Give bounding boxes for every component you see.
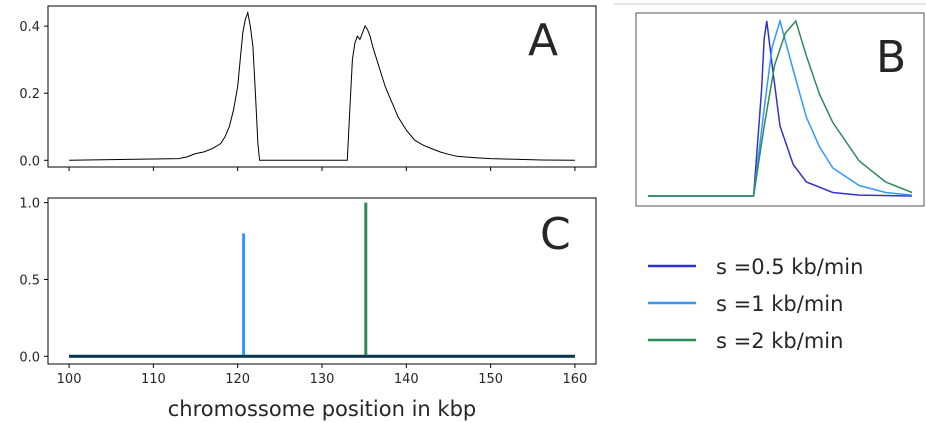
legend-label: s =2 kb/min — [716, 329, 843, 353]
panel-a-y-tick-label: 0.2 — [19, 87, 40, 102]
panel-a-y-ticks: 0.0 0.2 0.4 — [19, 20, 48, 169]
panel-a-series-line — [69, 10, 575, 161]
panel-letter-b: B — [876, 32, 906, 83]
panel-c-series — [69, 202, 575, 358]
panel-c-x-tick-label: 140 — [394, 372, 419, 387]
panel-c: 0.0 0.5 1.0 100 110 120 130 140 150 160 C chromo… — [19, 197, 597, 421]
x-axis-label: chromossome position in kbp — [168, 397, 476, 421]
panel-c-y-tick-label: 1.0 — [19, 197, 40, 212]
panel-c-x-tick-label: 160 — [563, 372, 588, 387]
panel-c-x-tick-label: 150 — [478, 372, 503, 387]
panel-letter-c: C — [540, 209, 571, 260]
panel-c-y-tick-label: 0.0 — [19, 350, 40, 365]
panel-c-x-ticks: 100 110 120 130 140 150 160 — [57, 364, 588, 387]
panel-c-x-tick-label: 120 — [225, 372, 250, 387]
panel-a: 0.0 0.2 0.4 A — [19, 5, 597, 171]
panel-b-series-line-3 — [648, 19, 913, 197]
legend-label: s =0.5 kb/min — [716, 255, 863, 279]
panel-a-x-ticks — [68, 167, 576, 171]
panel-b-series-line-1 — [648, 20, 913, 197]
panel-c-x-tick-label: 110 — [141, 372, 166, 387]
panel-letter-a: A — [528, 15, 558, 66]
panel-a-y-tick-label: 0.4 — [19, 20, 40, 35]
panel-c-frame — [47, 197, 597, 365]
panel-c-x-tick-label: 130 — [310, 372, 335, 387]
panel-b: B — [614, 3, 926, 207]
panel-a-frame — [47, 5, 597, 168]
panel-c-series-line-3 — [69, 202, 575, 358]
panel-b-series-line-2 — [648, 18, 913, 197]
panel-b-series — [648, 18, 913, 197]
panel-c-x-tick-label: 100 — [57, 372, 82, 387]
panel-a-y-tick-label: 0.0 — [19, 154, 40, 169]
panel-c-y-ticks: 0.0 0.5 1.0 — [19, 197, 48, 365]
legend-label: s =1 kb/min — [716, 292, 843, 316]
panel-c-y-tick-label: 0.5 — [19, 273, 40, 288]
panel-c-series-line-2 — [69, 233, 575, 358]
panel-b-frame — [635, 12, 925, 207]
legend: s =0.5 kb/min s =1 kb/min s =2 kb/min — [648, 255, 863, 353]
